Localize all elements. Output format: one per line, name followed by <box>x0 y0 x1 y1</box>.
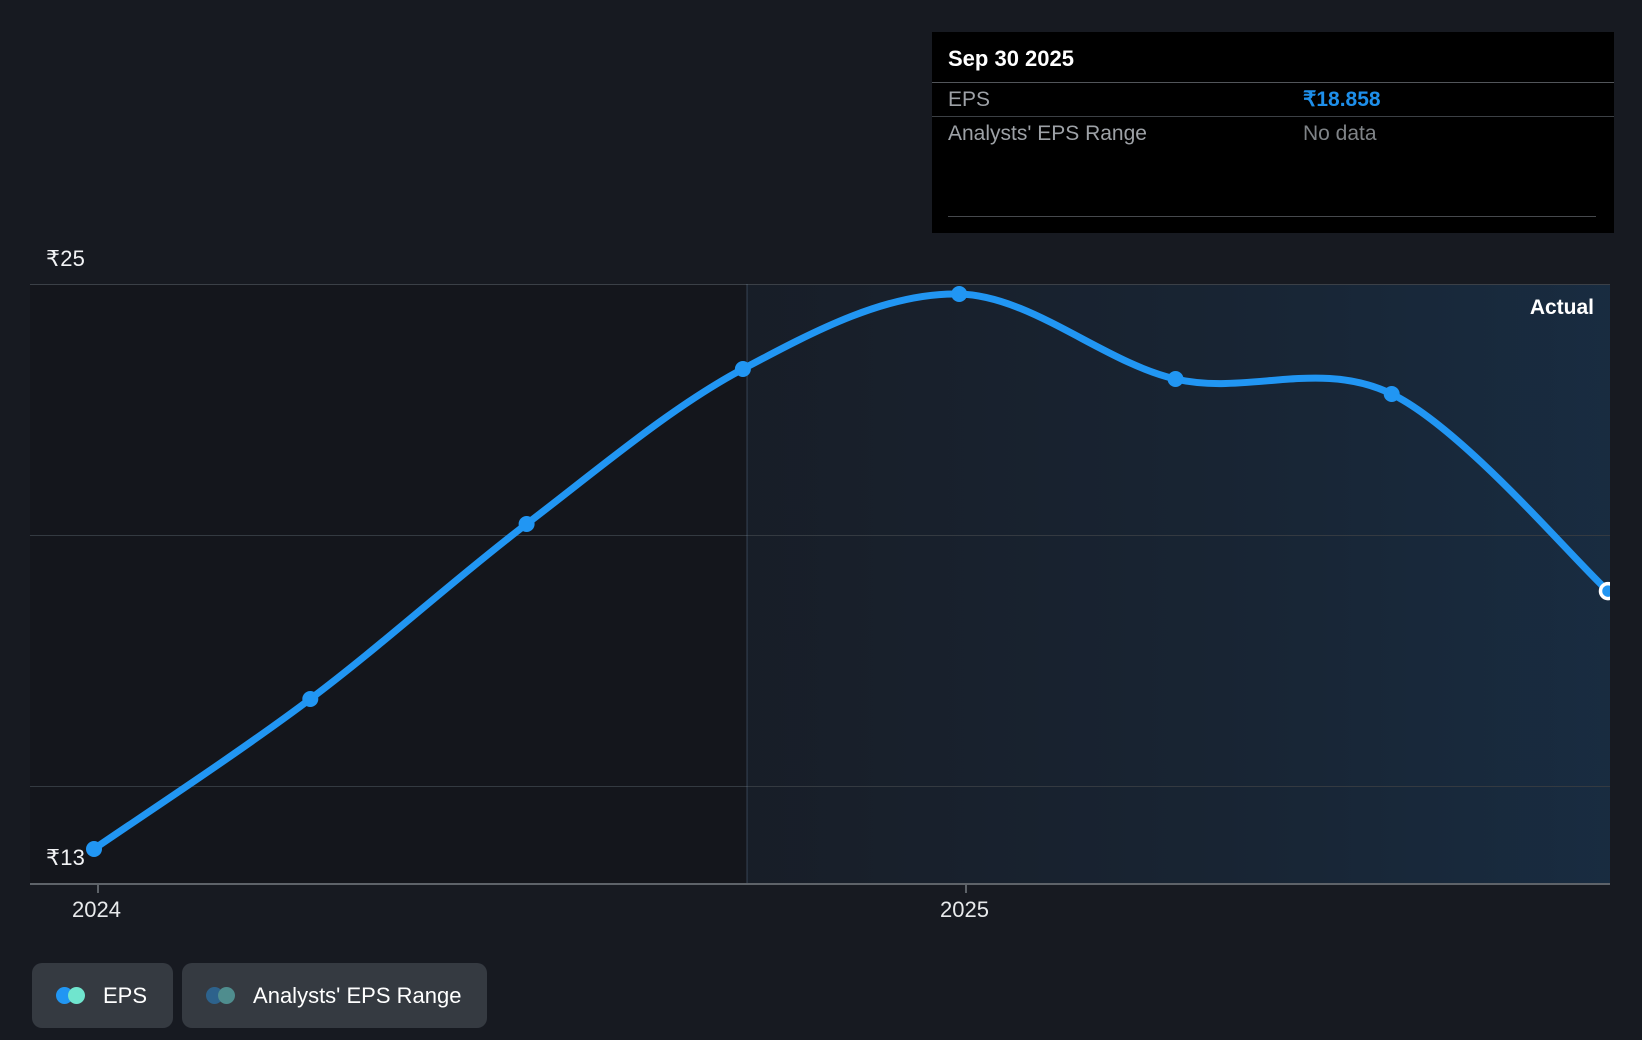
eps-dot-teal-icon <box>68 987 85 1004</box>
actual-divider-line <box>746 284 748 884</box>
eps-data-point[interactable] <box>302 691 319 707</box>
eps-line <box>90 290 1610 853</box>
gridline-25 <box>30 284 1610 285</box>
analysts-range-legend-icon <box>206 987 236 1004</box>
eps-data-point[interactable] <box>1167 371 1184 387</box>
legend-toggle-analysts-eps-range[interactable]: Analysts' EPS Range <box>182 963 488 1028</box>
eps-data-point-current[interactable] <box>1598 581 1611 601</box>
eps-data-point[interactable] <box>734 361 751 377</box>
legend-eps-label: EPS <box>103 982 148 1008</box>
tooltip-bottom-separator <box>948 216 1596 217</box>
y-axis-min-label: ₹13 <box>46 845 86 870</box>
x-tick-2024 <box>97 885 99 893</box>
eps-data-point[interactable] <box>951 286 968 302</box>
y-axis-max-label: ₹25 <box>46 246 86 271</box>
tooltip-row-eps: EPS ₹18.858 <box>932 83 1614 117</box>
tooltip-eps-value: ₹18.858 <box>1303 88 1381 111</box>
legend-analysts-range-label: Analysts' EPS Range <box>253 982 462 1008</box>
x-axis-label-2025: 2025 <box>940 897 989 922</box>
tooltip-range-value: No data <box>1303 121 1377 145</box>
tooltip-range-label: Analysts' EPS Range <box>948 121 1147 145</box>
legend-toggle-eps[interactable]: EPS <box>32 963 174 1028</box>
tooltip-eps-label: EPS <box>948 87 991 111</box>
x-axis-line <box>30 883 1610 885</box>
gridline-15 <box>30 786 1610 787</box>
eps-data-point[interactable] <box>86 841 102 857</box>
tooltip-row-analysts-range: Analysts' EPS Range No data <box>932 117 1614 150</box>
tooltip-date: Sep 30 2025 <box>932 32 1614 83</box>
eps-data-point[interactable] <box>1383 386 1400 402</box>
x-tick-2025 <box>965 885 967 893</box>
plot-region-past <box>30 284 747 884</box>
chart-tooltip: Sep 30 2025 EPS ₹18.858 Analysts' EPS Ra… <box>932 32 1614 233</box>
eps-legend-icon <box>56 987 85 1004</box>
gridline-20 <box>30 535 1610 536</box>
chart-legend: EPS Analysts' EPS Range <box>32 963 488 1028</box>
range-dot-teal-icon <box>218 987 236 1004</box>
actual-region-label: Actual <box>1529 296 1594 319</box>
eps-data-point[interactable] <box>518 516 535 532</box>
x-axis-label-2024: 2024 <box>72 897 121 922</box>
